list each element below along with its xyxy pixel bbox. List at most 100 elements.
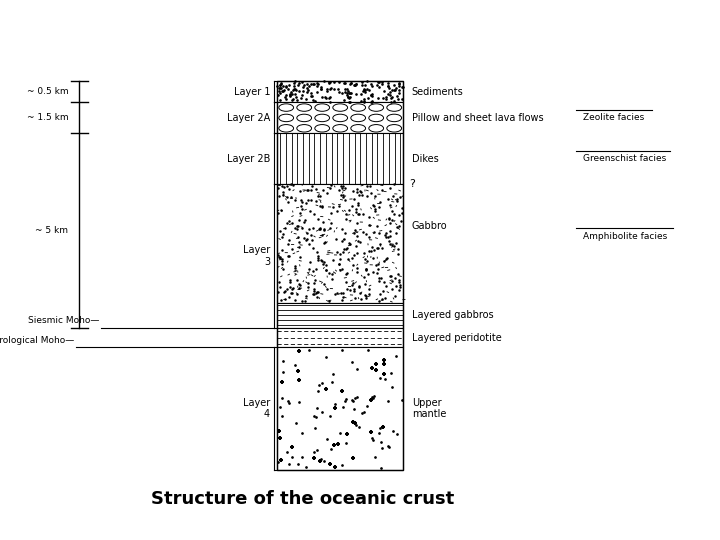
Point: [302, 186, 313, 194]
Point: [297, 198, 308, 207]
Point: [359, 84, 370, 93]
Point: [376, 443, 387, 452]
Point: [293, 397, 305, 406]
Point: [294, 209, 306, 218]
Point: [346, 280, 357, 289]
Point: [310, 276, 321, 285]
Bar: [277, 184, 403, 302]
Point: [372, 222, 383, 231]
Point: [348, 286, 360, 295]
Point: [382, 90, 393, 98]
Point: [377, 295, 388, 304]
Point: [345, 79, 356, 88]
Text: Layer 2A: Layer 2A: [227, 113, 270, 123]
Point: [384, 232, 396, 240]
Point: [385, 368, 397, 377]
Point: [276, 254, 287, 263]
Point: [384, 91, 396, 100]
Point: [344, 92, 356, 101]
Point: [320, 385, 331, 394]
Point: [302, 235, 313, 244]
Point: [392, 222, 403, 231]
Point: [343, 239, 355, 247]
Point: [359, 86, 370, 94]
Point: [354, 191, 365, 200]
Point: [323, 269, 335, 278]
Point: [397, 83, 409, 91]
Point: [284, 91, 296, 99]
Point: [339, 78, 351, 87]
Point: [317, 256, 328, 265]
Point: [346, 78, 357, 87]
Point: [393, 278, 405, 287]
Point: [292, 80, 304, 89]
Point: [296, 223, 307, 232]
Point: [384, 226, 396, 235]
Point: [280, 82, 292, 90]
Point: [318, 225, 329, 233]
Point: [317, 379, 328, 387]
Point: [300, 296, 311, 305]
Point: [284, 277, 295, 286]
Point: [392, 249, 403, 258]
Point: [351, 232, 363, 241]
Point: [383, 443, 395, 451]
Point: [366, 82, 377, 91]
Point: [369, 392, 380, 400]
Point: [321, 188, 333, 197]
Point: [335, 182, 346, 191]
Point: [274, 192, 285, 200]
Point: [390, 84, 402, 92]
Point: [333, 202, 345, 211]
Point: [319, 280, 330, 289]
Point: [379, 231, 391, 239]
Point: [388, 180, 400, 189]
Point: [308, 210, 320, 218]
Text: Layer 2B: Layer 2B: [227, 154, 270, 164]
Point: [380, 281, 392, 290]
Point: [327, 256, 338, 265]
Point: [287, 288, 298, 297]
Point: [278, 81, 289, 90]
Point: [352, 210, 364, 219]
Point: [350, 80, 361, 89]
Point: [290, 92, 302, 101]
Point: [356, 81, 367, 90]
Point: [348, 251, 360, 260]
Point: [349, 226, 361, 234]
Point: [326, 275, 338, 284]
Point: [383, 84, 395, 92]
Point: [300, 292, 312, 300]
Point: [283, 81, 294, 90]
Point: [393, 211, 405, 220]
Point: [272, 184, 284, 192]
Point: [308, 287, 320, 296]
Point: [391, 197, 402, 205]
Bar: [277, 81, 403, 470]
Point: [346, 89, 357, 97]
Point: [358, 210, 369, 218]
Point: [382, 78, 394, 87]
Point: [349, 418, 361, 427]
Point: [277, 87, 289, 96]
Point: [341, 285, 353, 294]
Point: [360, 266, 372, 274]
Point: [324, 412, 336, 421]
Point: [341, 438, 352, 447]
Point: [292, 221, 303, 230]
Point: [293, 238, 305, 247]
Point: [357, 228, 369, 237]
Point: [374, 198, 386, 206]
Point: [276, 378, 288, 387]
Text: Siesmic Moho—: Siesmic Moho—: [28, 316, 99, 325]
Point: [339, 184, 351, 193]
Point: [284, 90, 295, 98]
Point: [319, 238, 330, 246]
Point: [312, 293, 323, 302]
Point: [296, 91, 307, 100]
Point: [367, 268, 379, 276]
Point: [390, 352, 402, 361]
Point: [314, 224, 325, 233]
Point: [307, 289, 318, 298]
Point: [300, 216, 311, 225]
